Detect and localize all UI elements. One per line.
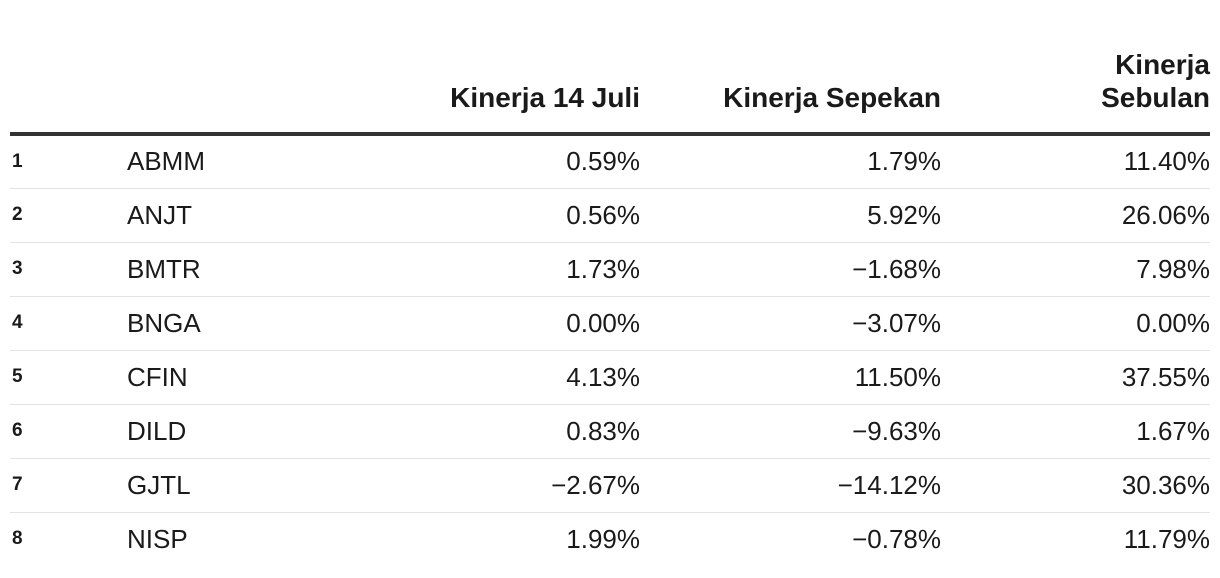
kinerja-14-juli-cell: 0.83% bbox=[310, 404, 640, 459]
kinerja-sepekan-cell: 11.50% bbox=[640, 350, 941, 405]
kinerja-sepekan-cell: 5.92% bbox=[640, 188, 941, 243]
table-row: 1 ABMM 0.59% 1.79% 11.40% bbox=[10, 134, 1210, 189]
table-header: Kinerja 14 Juli Kinerja Sepekan Kinerja … bbox=[10, 0, 1210, 136]
kinerja-14-juli-cell: 4.13% bbox=[310, 350, 640, 405]
performance-table-wrapper: Kinerja 14 Juli Kinerja Sepekan Kinerja … bbox=[10, 0, 1210, 566]
ticker-cell: GJTL bbox=[127, 458, 310, 513]
table-row: 5 CFIN 4.13% 11.50% 37.55% bbox=[10, 350, 1210, 405]
ticker-cell: BMTR bbox=[127, 242, 310, 297]
kinerja-14-juli-cell: 0.56% bbox=[310, 188, 640, 243]
table-row: 6 DILD 0.83% −9.63% 1.67% bbox=[10, 404, 1210, 459]
table-row: 2 ANJT 0.56% 5.92% 26.06% bbox=[10, 188, 1210, 243]
table-row: 4 BNGA 0.00% −3.07% 0.00% bbox=[10, 296, 1210, 351]
header-rank bbox=[10, 0, 127, 136]
kinerja-14-juli-cell: 1.99% bbox=[566, 523, 640, 554]
rank-cell: 6 bbox=[10, 404, 127, 459]
ticker-cell: DILD bbox=[127, 404, 310, 459]
rank-cell: 2 bbox=[10, 188, 127, 243]
stock-performance-table: Kinerja 14 Juli Kinerja Sepekan Kinerja … bbox=[10, 0, 1210, 566]
ticker-cell: CFIN bbox=[127, 350, 310, 405]
kinerja-sebulan-cell: 0.00% bbox=[941, 296, 1210, 351]
kinerja-sebulan-cell: 1.67% bbox=[941, 404, 1210, 459]
table-row: 8 NISP 1.99% −0.78% 11.79% bbox=[10, 512, 1210, 566]
kinerja-sepekan-cell: −3.07% bbox=[640, 296, 941, 351]
table-row: 3 BMTR 1.73% −1.68% 7.98% bbox=[10, 242, 1210, 297]
kinerja-sebulan-cell: 11.79% bbox=[1123, 523, 1210, 554]
ticker-cell: BNGA bbox=[127, 296, 310, 351]
rank-cell: 3 bbox=[10, 242, 127, 297]
kinerja-sepekan-cell: −0.78% bbox=[852, 523, 941, 554]
table-row: 7 GJTL −2.67% −14.12% 30.36% bbox=[10, 458, 1210, 513]
rank-cell: 8 bbox=[12, 528, 23, 550]
kinerja-14-juli-cell: 0.00% bbox=[310, 296, 640, 351]
header-code bbox=[127, 0, 310, 136]
kinerja-14-juli-cell: −2.67% bbox=[310, 458, 640, 513]
kinerja-sebulan-cell: 26.06% bbox=[941, 188, 1210, 243]
rank-cell: 5 bbox=[10, 350, 127, 405]
rank-cell: 1 bbox=[10, 134, 127, 189]
header-kinerja-sebulan: Kinerja Sebulan bbox=[941, 0, 1210, 136]
kinerja-sepekan-cell: −9.63% bbox=[640, 404, 941, 459]
kinerja-sebulan-cell: 11.40% bbox=[941, 134, 1210, 189]
kinerja-sepekan-cell: 1.79% bbox=[640, 134, 941, 189]
kinerja-sebulan-cell: 30.36% bbox=[941, 458, 1210, 513]
rank-cell: 7 bbox=[10, 458, 127, 513]
header-row: Kinerja 14 Juli Kinerja Sepekan Kinerja … bbox=[10, 0, 1210, 136]
kinerja-14-juli-cell: 1.73% bbox=[310, 242, 640, 297]
table-body: 1 ABMM 0.59% 1.79% 11.40% 2 ANJT 0.56% 5.92% 26.0… bbox=[10, 134, 1210, 566]
kinerja-sebulan-cell: 37.55% bbox=[941, 350, 1210, 405]
ticker-cell: ABMM bbox=[127, 134, 310, 189]
header-kinerja-14-juli: Kinerja 14 Juli bbox=[310, 0, 640, 136]
kinerja-14-juli-cell: 0.59% bbox=[310, 134, 640, 189]
kinerja-sepekan-cell: −1.68% bbox=[640, 242, 941, 297]
kinerja-sepekan-cell: −14.12% bbox=[640, 458, 941, 513]
header-kinerja-sepekan: Kinerja Sepekan bbox=[640, 0, 941, 136]
kinerja-sebulan-cell: 7.98% bbox=[941, 242, 1210, 297]
rank-cell: 4 bbox=[10, 296, 127, 351]
ticker-cell: ANJT bbox=[127, 188, 310, 243]
ticker-cell: NISP bbox=[127, 523, 188, 554]
